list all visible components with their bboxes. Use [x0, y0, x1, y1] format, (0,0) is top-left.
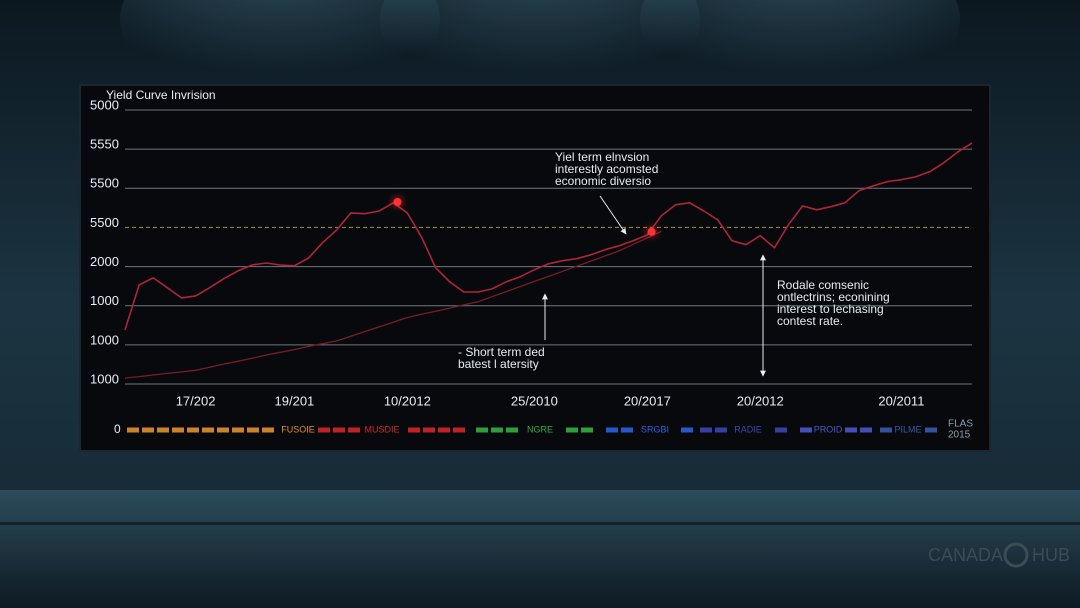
legend-dash [202, 427, 214, 433]
legend-dash [715, 427, 727, 433]
legend-dash [157, 427, 169, 433]
legend-dash [348, 427, 360, 433]
legend-dash [318, 427, 330, 433]
legend-dash [142, 427, 154, 433]
legend-dash [581, 427, 593, 433]
y-tick-label: 5000 [90, 97, 119, 112]
y-tick-label: 5500 [90, 176, 119, 191]
legend-dash [423, 427, 435, 433]
legend-dash [880, 427, 892, 433]
legend-start: 0 [114, 422, 121, 436]
y-tick-label: 5500 [90, 215, 119, 230]
watermark-icon [1003, 542, 1029, 568]
legend-dash [333, 427, 345, 433]
annotation-text: batest l atersity [458, 357, 539, 371]
annotation-text: Yiel term elnvsion [555, 150, 649, 164]
series-line [124, 230, 662, 379]
y-tick-label: 1000 [90, 293, 119, 308]
legend-end: 2015 [948, 430, 971, 441]
spotlight [380, 0, 700, 110]
legend-dash [566, 427, 578, 433]
y-tick-label: 1000 [90, 332, 119, 347]
legend-label: SRGBI [641, 424, 669, 434]
annotation-arrow [599, 195, 627, 235]
legend-label: MUSDIE [364, 424, 399, 434]
legend-dash [845, 427, 857, 433]
legend-label: PROID [814, 424, 843, 434]
legend-dash [491, 427, 503, 433]
legend-dash [453, 427, 465, 433]
legend-dash [476, 427, 488, 433]
x-tick-label: 10/2012 [384, 393, 431, 408]
watermark: CANADA [928, 545, 1003, 565]
annotation-text: - Short term ded [458, 345, 545, 359]
legend-label: NGRE [527, 424, 553, 434]
legend-dash [438, 427, 450, 433]
plot: 1000 1000 1000 2000 5500 5500 5550 5000 17/202 19… [90, 97, 973, 440]
legend-label: FUSOIE [281, 424, 315, 434]
legend-dash [800, 427, 812, 433]
legend-dash [262, 427, 274, 433]
annotation-text: economic diversio [555, 174, 651, 188]
legend-dash [127, 427, 139, 433]
legend-dash [187, 427, 199, 433]
legend-dash [172, 427, 184, 433]
annotation-text: ontlectrins; econining [777, 290, 890, 304]
y-tick-label: 5550 [90, 137, 119, 152]
x-tick-label: 20/2012 [737, 393, 784, 408]
floor-line [0, 522, 1080, 525]
watermark: HUB [1032, 545, 1070, 565]
legend-dash [247, 427, 259, 433]
legend-dash [606, 427, 618, 433]
annotation-text: interestly acomsted [555, 162, 658, 176]
chart-title: Yield Curve Invrision [106, 88, 216, 102]
legend-label: RADIE [734, 424, 762, 434]
highlight-point [393, 197, 402, 206]
spotlight [640, 0, 960, 110]
screen [79, 84, 991, 452]
legend-dash [506, 427, 518, 433]
legend-dash [681, 427, 693, 433]
annotation-text: contest rate. [777, 314, 843, 328]
annotation-text: interest to lechasing [777, 302, 884, 316]
legend-end: FLAS [948, 419, 973, 430]
legend-dash [775, 427, 787, 433]
x-tick-label: 20/2011 [878, 393, 924, 408]
x-tick-label: 20/2017 [624, 393, 671, 408]
legend-dash [408, 427, 420, 433]
legend-dash [860, 427, 872, 433]
x-tick-label: 17/202 [176, 393, 216, 408]
series-line [124, 142, 973, 331]
legend-dash [700, 427, 712, 433]
annotation-text: Rodale comsenic [777, 278, 869, 292]
legend-dash [621, 427, 633, 433]
y-tick-label: 1000 [90, 371, 119, 386]
floor [0, 490, 1080, 608]
legend-dash [232, 427, 244, 433]
y-tick-label: 2000 [90, 254, 119, 269]
spotlight [120, 0, 440, 110]
x-tick-label: 19/201 [275, 393, 315, 408]
highlight-point [647, 227, 656, 236]
legend-label: PILME [894, 424, 921, 434]
x-tick-label: 25/2010 [511, 393, 558, 408]
legend-dash [925, 427, 937, 433]
legend-dash [217, 427, 229, 433]
